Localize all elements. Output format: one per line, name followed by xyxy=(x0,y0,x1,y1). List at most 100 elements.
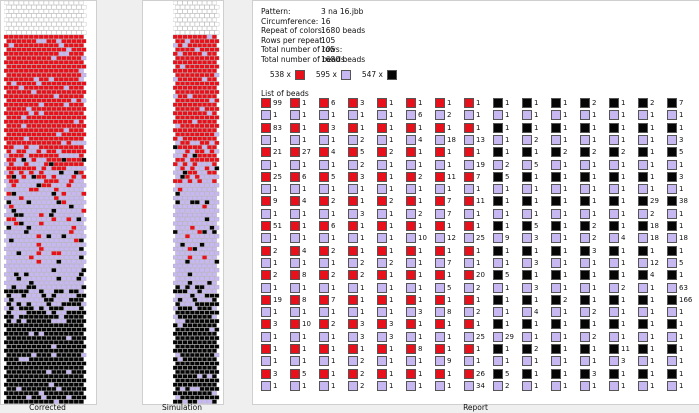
bead xyxy=(68,85,74,90)
bead xyxy=(28,323,34,328)
bead xyxy=(18,246,24,252)
bead xyxy=(21,56,27,61)
bead-swatch xyxy=(290,380,300,391)
bead xyxy=(53,102,59,107)
bead xyxy=(36,157,42,162)
bead-count: 1 xyxy=(273,234,278,243)
bead-swatch xyxy=(319,196,329,207)
bead xyxy=(46,47,52,52)
bead xyxy=(11,39,17,44)
bead xyxy=(182,229,188,235)
bead xyxy=(173,289,178,294)
bead xyxy=(66,276,72,281)
bead-run: 8 xyxy=(406,344,432,354)
bead xyxy=(189,89,195,95)
bead xyxy=(8,9,14,14)
bead xyxy=(189,225,195,230)
bead-run: 1 xyxy=(667,307,693,318)
bead-count: 5 xyxy=(505,369,510,378)
bead-swatch xyxy=(551,245,561,256)
bead xyxy=(177,17,183,22)
bead-swatch xyxy=(377,196,387,207)
bead xyxy=(182,26,188,31)
bead xyxy=(180,293,185,298)
bead-run: 4 xyxy=(522,307,548,318)
bead-count: 1 xyxy=(650,345,655,353)
bead xyxy=(63,102,69,107)
bead xyxy=(63,229,69,235)
bead-run: 1 xyxy=(522,380,548,391)
bead-run: 1 xyxy=(406,380,432,391)
bead xyxy=(6,115,12,120)
bead xyxy=(211,119,217,124)
bead xyxy=(68,34,74,39)
bead xyxy=(71,166,77,171)
bead xyxy=(4,280,9,285)
bead xyxy=(51,183,57,188)
bead xyxy=(36,268,42,273)
bead xyxy=(211,68,217,73)
bead xyxy=(202,162,207,167)
bead-run: 3 xyxy=(609,356,635,367)
bead xyxy=(36,191,42,196)
bead xyxy=(46,115,52,120)
bead-swatch xyxy=(522,184,532,195)
bead-count: 4 xyxy=(302,246,307,255)
bead xyxy=(73,246,79,252)
corrected-pattern-grid[interactable] xyxy=(4,1,99,404)
bead xyxy=(13,26,19,31)
bead xyxy=(81,132,87,137)
bead-run: 1 xyxy=(348,233,374,244)
bead xyxy=(211,196,217,201)
bead xyxy=(8,323,14,328)
bead xyxy=(197,102,203,107)
bead xyxy=(204,293,210,298)
bead-count: 1 xyxy=(621,160,626,169)
bead xyxy=(38,119,44,124)
bead xyxy=(28,246,34,252)
bead xyxy=(207,128,212,133)
bead xyxy=(6,191,12,196)
bead xyxy=(173,357,178,362)
bead xyxy=(53,297,59,302)
bead xyxy=(53,221,59,226)
bead-swatch xyxy=(580,294,590,305)
bead-run: 1 xyxy=(464,257,490,268)
bead xyxy=(66,56,72,61)
bead-count: 1 xyxy=(592,271,597,280)
bead xyxy=(204,395,210,400)
bead-run: 1 xyxy=(551,196,577,207)
bead xyxy=(214,225,220,230)
bead xyxy=(214,39,220,44)
legend-count: 538 x xyxy=(269,70,291,79)
bead xyxy=(21,5,27,10)
bead xyxy=(197,238,203,243)
bead-count: 1 xyxy=(650,185,655,194)
simulation-rope[interactable] xyxy=(173,1,253,404)
bead xyxy=(8,68,14,73)
bead xyxy=(177,119,183,124)
bead xyxy=(4,229,9,235)
bead-run: 1 xyxy=(406,294,432,305)
bead xyxy=(73,382,79,387)
bead xyxy=(68,9,74,14)
bead xyxy=(23,85,29,90)
bead xyxy=(175,208,181,213)
bead xyxy=(202,238,207,243)
bead xyxy=(28,26,34,31)
bead-run: 21 xyxy=(261,147,287,158)
bead-count: 1 xyxy=(302,222,307,230)
bead xyxy=(202,314,207,319)
bead xyxy=(18,94,24,99)
bead xyxy=(66,166,72,171)
bead-count: 1 xyxy=(418,332,423,341)
bead-swatch xyxy=(551,134,561,145)
bead-count: 1 xyxy=(679,185,684,194)
bead xyxy=(38,289,44,294)
bead xyxy=(214,217,220,222)
bead-count: 1 xyxy=(621,111,626,120)
bead-run: 7 xyxy=(435,208,461,219)
bead-count: 12 xyxy=(650,258,659,267)
bead-run: 1 xyxy=(319,282,345,293)
bead xyxy=(173,162,178,167)
